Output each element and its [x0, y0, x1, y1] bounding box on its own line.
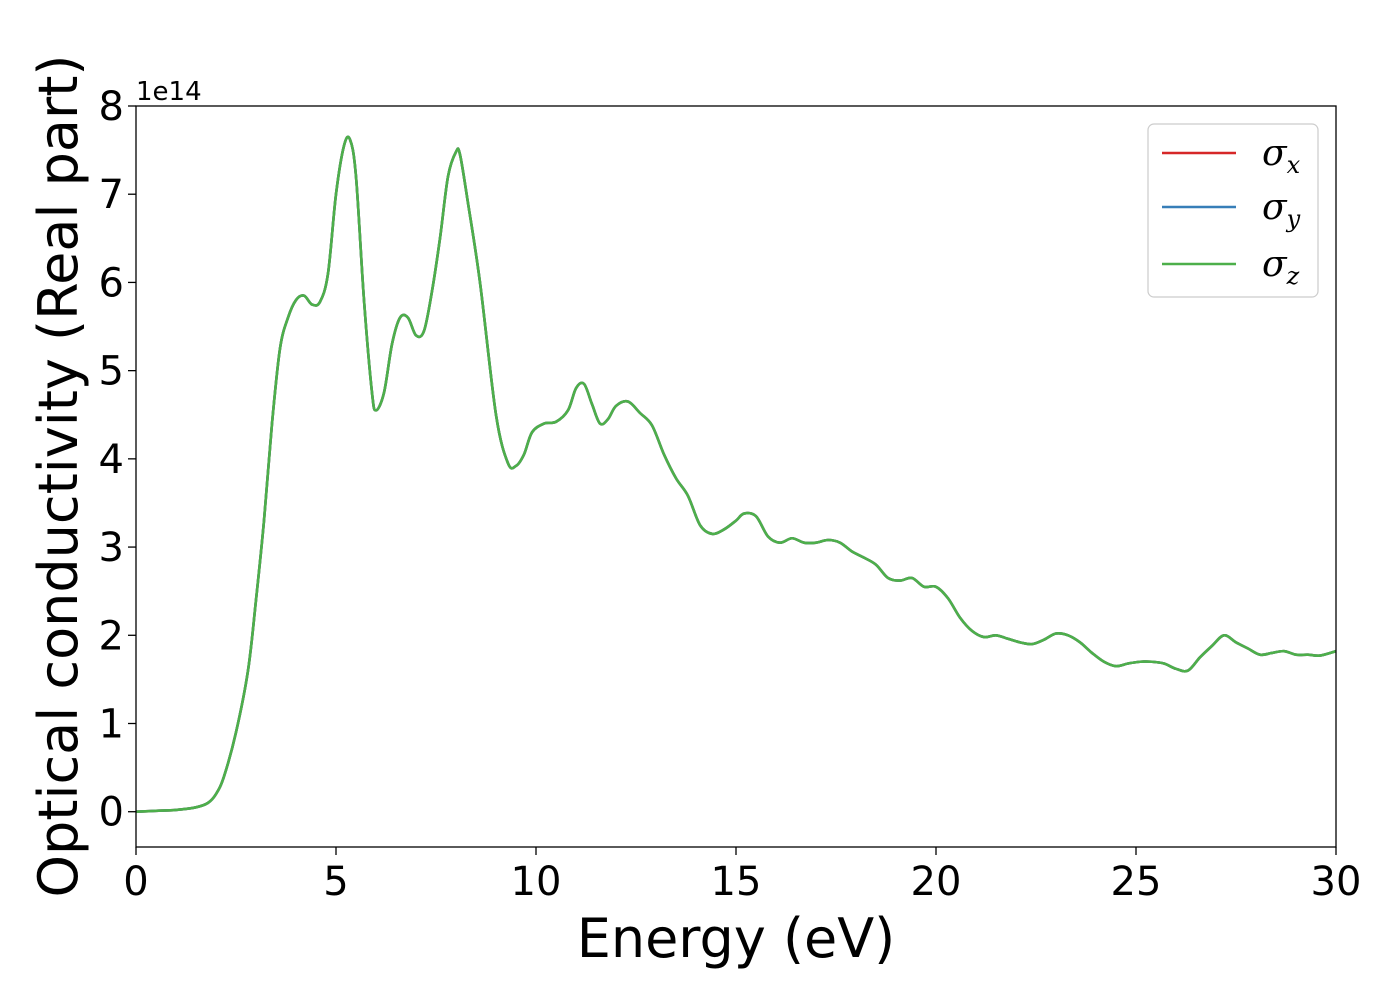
legend-label: σz [1262, 244, 1300, 290]
x-tick-label: 15 [711, 859, 762, 905]
legend-item-sigma-x: σx [1162, 133, 1301, 179]
y-tick-label: 3 [99, 525, 124, 571]
y-tick-label: 6 [99, 260, 124, 306]
legend: σx σy σz [1147, 123, 1319, 298]
series-sigma-z-line [136, 135, 1336, 814]
y-axis-ticks: 0 1 2 3 4 5 6 7 8 [99, 84, 136, 836]
y-tick-label: 5 [99, 349, 124, 395]
legend-box [1147, 123, 1319, 298]
legend-label: σy [1262, 187, 1301, 233]
y-tick-label: 2 [99, 613, 124, 659]
y-tick-label: 1 [99, 702, 124, 748]
y-tick-label: 8 [99, 84, 124, 130]
x-tick-label: 20 [911, 859, 962, 905]
x-axis-ticks: 0 5 10 15 20 25 30 [123, 847, 1361, 905]
legend-label: σx [1262, 133, 1301, 179]
x-tick-label: 5 [323, 859, 348, 905]
x-tick-label: 0 [123, 859, 148, 905]
series-layer [136, 135, 1336, 814]
legend-item-sigma-z: σz [1162, 244, 1300, 290]
y-tick-label: 4 [99, 437, 124, 483]
y-axis-label: Optical conductivity (Real part) [27, 55, 90, 898]
y-tick-label: 0 [99, 790, 124, 836]
x-tick-label: 30 [1311, 859, 1362, 905]
x-tick-label: 10 [511, 859, 562, 905]
legend-item-sigma-y: σy [1162, 187, 1301, 233]
legend-items: σx σy σz [1162, 133, 1301, 290]
x-tick-label: 25 [1111, 859, 1162, 905]
x-axis-label: Energy (eV) [577, 907, 896, 970]
y-offset-label: 1e14 [136, 77, 202, 107]
y-tick-label: 7 [99, 172, 124, 218]
plot-area-background [136, 106, 1336, 847]
